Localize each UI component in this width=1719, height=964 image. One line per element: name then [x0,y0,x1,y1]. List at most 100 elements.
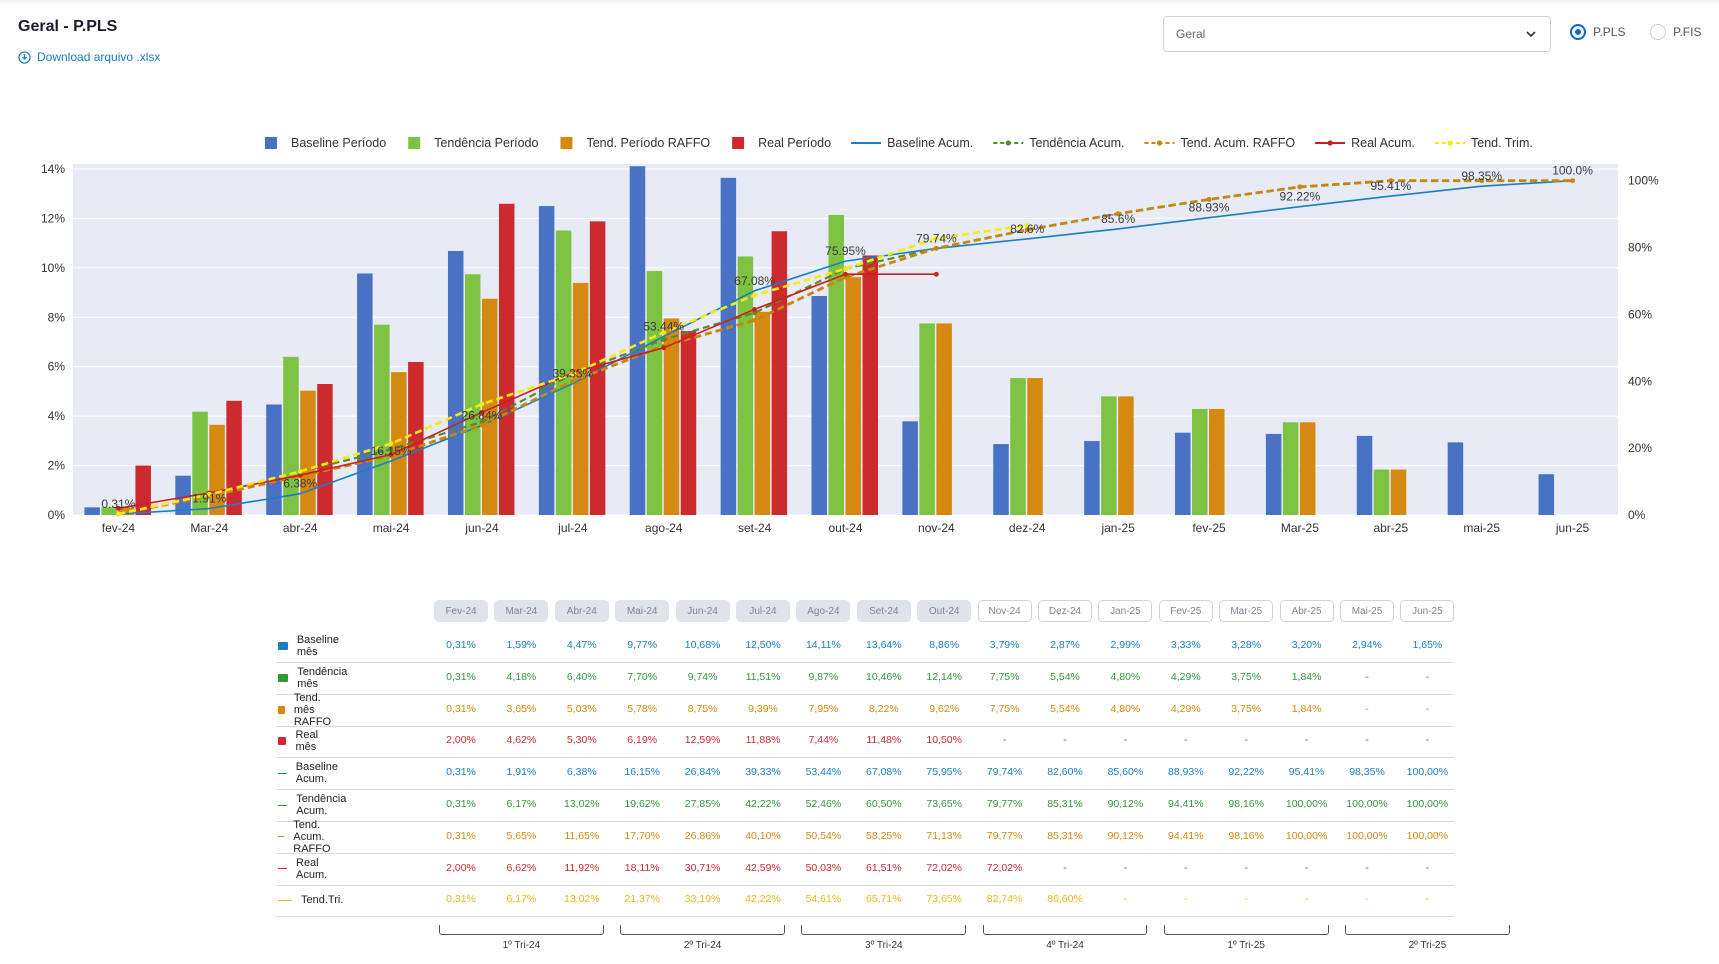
combo-chart: 0% 2% 4% 6% 8% 10% 12% 14% 0% 20% 40% 60% 80% 100% 0.3… [41,136,1659,535]
bar-2-10 [1027,378,1043,515]
radio-pfis-dot[interactable] [1650,24,1666,40]
row-divider [276,852,1454,854]
month-header[interactable]: Jun-25 [1400,600,1455,622]
table-cell: 100,00% [1406,829,1449,842]
bar-1-5 [555,230,572,515]
y-left-tick: 10% [41,261,65,275]
month-header[interactable]: Mar-25 [1219,600,1274,622]
table-cell: 14,11% [805,639,841,651]
month-header[interactable]: Set-24 [856,600,911,622]
data-label-6: 53.44% [643,319,684,333]
radio-ppls[interactable]: P.PLS [1570,24,1625,40]
table-cell: 26,86% [684,829,721,842]
month-header[interactable]: Jan-25 [1098,600,1153,622]
table-cell: 98,16% [1228,829,1264,842]
month-header[interactable]: Fev-25 [1158,600,1213,622]
month-header[interactable]: Abr-24 [554,600,609,622]
month-header[interactable]: Mar-24 [494,600,549,622]
table-cell: 10,50% [926,734,962,747]
bar-3-2 [317,383,333,515]
y-left-tick: 0% [48,508,66,522]
x-tick-label: jul-24 [557,521,588,535]
radio-ppls-dot[interactable] [1570,24,1586,40]
table-cell: - [1365,670,1369,683]
legend-label: Tend. Trim. [1471,136,1533,150]
table-cell: 61,51% [865,861,902,874]
y-left-tick: 4% [48,409,66,423]
bar-1-14 [1373,469,1390,515]
month-header[interactable]: Jun-24 [675,600,730,622]
table-cell: 3,75% [1231,702,1262,715]
table-cell: 75,95% [926,766,962,779]
month-header[interactable]: Ago-24 [796,600,851,622]
table-cell: 100,00% [1285,798,1328,810]
table-cell: 6,62% [506,861,537,874]
table-cell: 86,60% [1047,893,1083,906]
bar-2-13 [1299,422,1316,515]
table-cell: 60,50% [865,798,902,810]
radio-pfis[interactable]: P.FIS [1650,24,1701,40]
table-cell: 7,95% [808,702,839,715]
table-cell: 10,68% [684,639,721,651]
table-cell: - [1244,893,1248,906]
table-cell: - [1365,861,1369,874]
table-cell: 0,31% [446,702,476,715]
row-label: Tendência mês [278,666,351,690]
table-cell: 10,46% [865,670,902,683]
table-cell: - [1365,702,1369,715]
legend-swatch [278,673,289,682]
table-cell: 72,02% [926,861,962,874]
y-left-tick: 12% [41,211,65,225]
month-header[interactable]: Abr-25 [1279,600,1334,622]
legend-label: Tendência Acum. [1029,136,1124,150]
row-label-text: Tend. mês RAFFO [293,691,332,728]
line-series-2 [118,179,1573,516]
bar-2-4 [481,298,498,515]
table-cell: 0,31% [446,670,476,683]
data-label-1: 1.91% [192,492,226,506]
row-label-text: Real mês [295,729,319,754]
data-label-12: 88.93% [1189,201,1230,215]
row-label: Baseline mês [278,634,343,658]
radio-ppls-label: P.PLS [1593,25,1626,39]
table-cell: - [1244,734,1248,747]
month-header[interactable]: Fev-24 [434,600,488,622]
table-cell: 9,77% [627,639,658,651]
bar-3-5 [589,221,606,515]
bar-2-3 [391,372,407,515]
table-cell: 73,65% [926,893,962,906]
table-cell: 11,51% [745,670,781,683]
month-header[interactable]: Nov-24 [977,600,1032,622]
table-cell: 79,74% [986,766,1023,779]
filter-select[interactable]: Geral [1163,16,1551,52]
bar-2-12 [1209,408,1225,515]
line-series-0 [118,179,1573,515]
table-cell: - [1425,670,1430,683]
table-cell: 11,88% [745,734,781,747]
bar-2-9 [936,323,952,515]
legend-label: Real Período [758,136,831,150]
y-left-tick: 2% [48,459,66,473]
download-xlsx-link[interactable]: Download arquivo .xlsx [18,50,160,64]
month-header[interactable]: Dez-24 [1038,600,1092,622]
month-header[interactable]: Jul-24 [736,600,790,622]
month-header[interactable]: Mai-24 [615,600,670,622]
bar-1-0 [101,507,117,515]
table-cell: 85,31% [1047,798,1083,810]
data-label-3: 16.15% [371,444,412,458]
bar-2-2 [300,390,316,515]
table-cell: 67,08% [865,766,902,779]
month-header[interactable]: Mai-25 [1340,600,1394,622]
download-label: Download arquivo .xlsx [37,50,161,64]
month-header[interactable]: Out-24 [917,600,972,622]
row-label: Baseline Acum. [278,761,343,785]
table-cell: - [1304,861,1309,874]
table-cell: 4,18% [506,670,537,683]
bar-0-0 [84,507,100,515]
line-point-2-9 [933,245,939,251]
bar-1-11 [1101,396,1117,515]
table-cell: 2,00% [446,861,476,874]
table-cell: 79,77% [986,829,1023,842]
table-cell: 88,93% [1167,766,1204,779]
chevron-down-icon [1526,31,1536,38]
